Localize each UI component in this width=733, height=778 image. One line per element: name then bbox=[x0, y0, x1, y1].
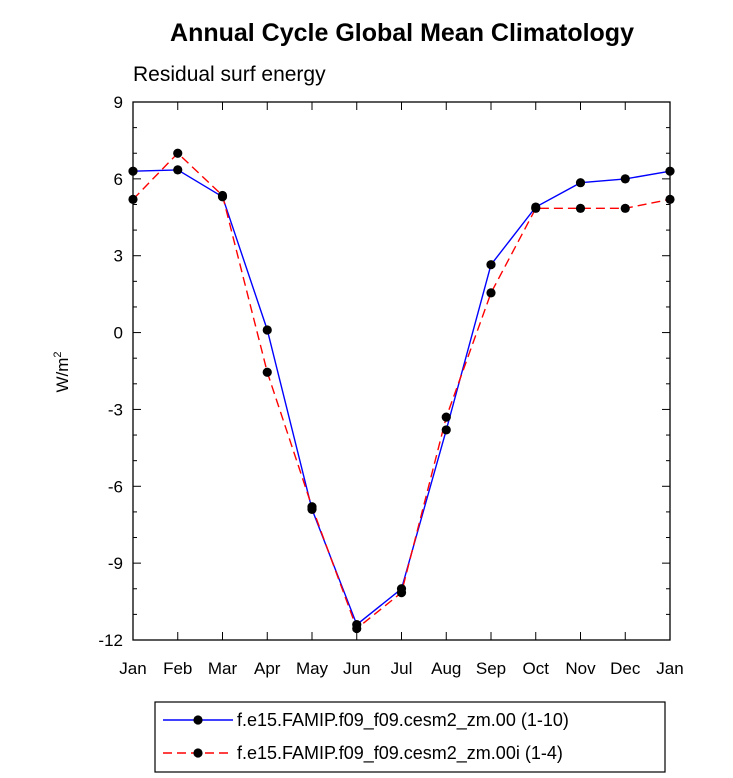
x-tick-label: Oct bbox=[523, 659, 550, 678]
legend-marker-1 bbox=[193, 715, 203, 725]
y-axis-label-superscript: 2 bbox=[52, 351, 64, 357]
x-tick-label: Sep bbox=[476, 659, 506, 678]
series-2-point bbox=[352, 623, 362, 634]
x-tick-label: Dec bbox=[610, 659, 641, 678]
series-1-point bbox=[575, 178, 586, 188]
y-tick-label: -6 bbox=[108, 477, 123, 496]
plot-area: -12 -9 -6 -3 0 3 6 9 Jan Feb Mar Apr May Jun Jul Aug Sep… bbox=[98, 93, 683, 678]
series-2-point bbox=[575, 203, 586, 213]
series-line-2 bbox=[132, 152, 671, 630]
legend-marker-2 bbox=[193, 748, 203, 758]
y-tick-label: 3 bbox=[114, 247, 123, 266]
series-1-point bbox=[173, 165, 183, 175]
legend-box bbox=[154, 701, 666, 773]
y-tick-label: 6 bbox=[114, 170, 123, 189]
x-tick-label: Aug bbox=[431, 659, 461, 678]
x-tick-label: Jun bbox=[343, 659, 370, 678]
x-tick-label: Jan bbox=[656, 659, 683, 678]
series-2-point bbox=[262, 367, 272, 377]
legend-label-2: f.e15.FAMIP.f09_f09.cesm2_zm.00i (1-4) bbox=[237, 743, 563, 764]
legend: f.e15.FAMIP.f09_f09.cesm2_zm.00 (1-10) f.… bbox=[154, 701, 666, 773]
series-2-point bbox=[486, 288, 496, 298]
series-1-point bbox=[262, 325, 272, 335]
x-tick-label: Jul bbox=[391, 659, 413, 678]
series-1-point bbox=[620, 174, 630, 184]
series-2-point bbox=[307, 502, 317, 512]
legend-label-1: f.e15.FAMIP.f09_f09.cesm2_zm.00 (1-10) bbox=[237, 710, 569, 731]
y-tick-label: 9 bbox=[114, 93, 123, 112]
y-tick-label: 0 bbox=[114, 324, 123, 343]
x-tick-label: Feb bbox=[163, 659, 192, 678]
x-tick-label: Mar bbox=[208, 659, 238, 678]
series-2-point bbox=[173, 148, 183, 158]
y-tick-label: -3 bbox=[108, 400, 123, 419]
series-1-point bbox=[441, 425, 451, 435]
series-2-point bbox=[665, 194, 675, 204]
y-tick-label: -12 bbox=[98, 631, 123, 650]
x-tick-label: May bbox=[296, 659, 329, 678]
series-1-point bbox=[486, 260, 496, 270]
series-2-point bbox=[396, 588, 407, 598]
x-tick-label: Jan bbox=[119, 659, 146, 678]
series-2-point bbox=[217, 190, 228, 201]
y-axis-label: W/m2 bbox=[52, 351, 72, 392]
chart-subtitle: Residual surf energy bbox=[133, 63, 326, 86]
series-line-1 bbox=[132, 169, 671, 626]
y-tick-label: -9 bbox=[108, 554, 123, 573]
series-1-point bbox=[128, 166, 138, 176]
plot-frame bbox=[132, 101, 671, 641]
x-tick-label: Nov bbox=[565, 659, 596, 678]
chart-title: Annual Cycle Global Mean Climatology bbox=[170, 19, 634, 47]
series-1-point bbox=[665, 166, 675, 176]
x-tick-label: Apr bbox=[254, 659, 281, 678]
series-2-point bbox=[128, 194, 138, 204]
series-2-point bbox=[620, 203, 630, 213]
series-2-point bbox=[441, 412, 451, 422]
series-2-point bbox=[531, 203, 541, 213]
